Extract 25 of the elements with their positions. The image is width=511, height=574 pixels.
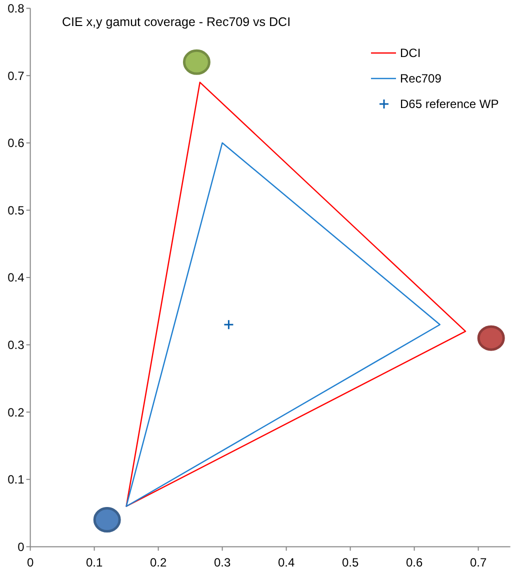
y-tick-label: 0.3 xyxy=(8,338,25,352)
y-tick-label: 0.8 xyxy=(8,2,25,16)
point xyxy=(223,319,234,330)
y-tick-label: 0.7 xyxy=(8,68,25,83)
x-tick-label: 0.7 xyxy=(470,556,487,570)
y-tick-label: 0.4 xyxy=(8,270,25,285)
y-tick-label: 0.2 xyxy=(8,405,25,420)
y-tick-label: 0.5 xyxy=(8,203,25,218)
x-tick-label: 0.1 xyxy=(86,556,103,570)
text: CIE x,y gamut coverage - Rec709 vs DCI xyxy=(62,15,291,29)
legend-label: Rec709 xyxy=(400,72,442,86)
legend-label: D65 reference WP xyxy=(400,97,499,112)
x-tick-label: 0.4 xyxy=(278,556,295,570)
point xyxy=(182,49,210,75)
point xyxy=(477,325,505,351)
y-tick-label: 0.1 xyxy=(8,472,25,487)
x-tick-label: 0.2 xyxy=(150,556,167,570)
x-tick-label: 0.5 xyxy=(342,556,359,570)
x-tick-label: 0.6 xyxy=(406,556,423,570)
x-tick-label: 0.3 xyxy=(214,556,231,570)
legend-label: DCI xyxy=(400,46,421,60)
y-tick-label: 0 xyxy=(18,540,25,554)
point xyxy=(93,507,121,533)
x-tick-label: 0 xyxy=(26,556,34,570)
y-tick-label: 0.6 xyxy=(8,136,25,150)
